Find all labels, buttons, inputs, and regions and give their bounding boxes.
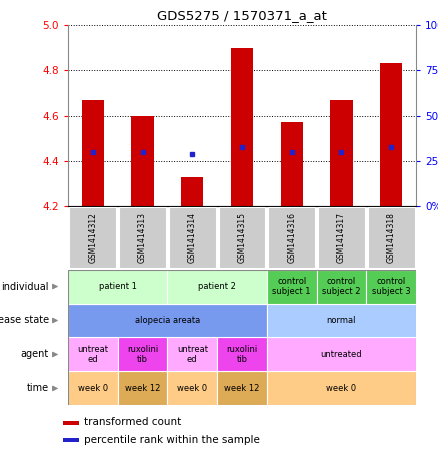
Text: individual: individual — [1, 281, 49, 292]
Text: untreat
ed: untreat ed — [177, 345, 208, 364]
Bar — [131, 116, 154, 206]
Bar — [268, 207, 315, 268]
Text: control
subject 1: control subject 1 — [272, 277, 311, 296]
Bar — [267, 371, 416, 405]
Text: GSM1414316: GSM1414316 — [287, 212, 296, 263]
Text: GSM1414313: GSM1414313 — [138, 212, 147, 263]
Text: control
subject 2: control subject 2 — [322, 277, 361, 296]
Text: untreated: untreated — [321, 350, 362, 359]
Title: GDS5275 / 1570371_a_at: GDS5275 / 1570371_a_at — [157, 10, 327, 22]
Text: control
subject 3: control subject 3 — [372, 277, 410, 296]
Bar — [368, 207, 415, 268]
Bar — [63, 421, 79, 425]
Text: week 0: week 0 — [326, 384, 357, 393]
Bar — [118, 337, 167, 371]
Text: GSM1414312: GSM1414312 — [88, 212, 97, 263]
Bar — [181, 177, 203, 206]
Text: alopecia areata: alopecia areata — [135, 316, 200, 325]
Bar — [118, 371, 167, 405]
Bar — [169, 207, 215, 268]
Bar — [63, 438, 79, 442]
Text: time: time — [27, 383, 49, 394]
Bar — [281, 122, 303, 206]
Bar — [318, 207, 365, 268]
Text: patient 2: patient 2 — [198, 282, 236, 291]
Text: disease state: disease state — [0, 315, 49, 326]
Text: GSM1414318: GSM1414318 — [387, 212, 396, 263]
Bar — [380, 63, 403, 206]
Text: ruxolini
tib: ruxolini tib — [226, 345, 258, 364]
Text: ruxolini
tib: ruxolini tib — [127, 345, 158, 364]
Text: GSM1414315: GSM1414315 — [237, 212, 247, 263]
Bar — [267, 337, 416, 371]
Bar — [167, 371, 217, 405]
Bar — [68, 371, 118, 405]
Text: patient 1: patient 1 — [99, 282, 137, 291]
Bar — [217, 371, 267, 405]
Bar — [68, 270, 167, 304]
Bar — [317, 270, 366, 304]
Bar — [219, 207, 265, 268]
Text: GSM1414314: GSM1414314 — [188, 212, 197, 263]
Bar — [69, 207, 116, 268]
Text: normal: normal — [327, 316, 356, 325]
Text: percentile rank within the sample: percentile rank within the sample — [84, 434, 260, 444]
Bar — [267, 304, 416, 337]
Bar — [366, 270, 416, 304]
Bar — [217, 337, 267, 371]
Text: transformed count: transformed count — [84, 417, 181, 427]
Text: agent: agent — [21, 349, 49, 360]
Bar — [231, 48, 253, 206]
Bar — [119, 207, 166, 268]
Text: week 0: week 0 — [78, 384, 108, 393]
Text: untreat
ed: untreat ed — [77, 345, 108, 364]
Bar — [81, 100, 104, 206]
Bar — [68, 337, 118, 371]
Bar — [330, 100, 353, 206]
Text: GSM1414317: GSM1414317 — [337, 212, 346, 263]
Bar — [167, 270, 267, 304]
Bar — [267, 270, 317, 304]
Bar — [68, 304, 267, 337]
Bar — [167, 337, 217, 371]
Text: week 12: week 12 — [224, 384, 260, 393]
Text: week 0: week 0 — [177, 384, 207, 393]
Text: week 12: week 12 — [125, 384, 160, 393]
